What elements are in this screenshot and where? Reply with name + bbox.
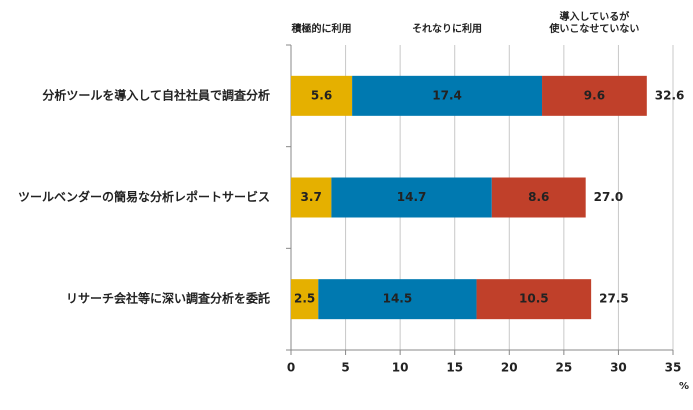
x-axis-label: % <box>679 381 689 392</box>
legend-label: それなりに利用 <box>412 24 483 35</box>
category-label: 分析ツールを導入して自社社員で調査分析 <box>42 87 270 102</box>
value-label: 14.7 <box>397 190 427 204</box>
category-label: ツールベンダーの簡易な分析レポートサービス <box>18 189 270 204</box>
value-label: 8.6 <box>528 190 549 204</box>
bar-segment <box>352 75 543 116</box>
x-tick-label: 25 <box>556 361 573 375</box>
bar-segment <box>318 279 477 320</box>
x-tick-label: 15 <box>446 361 463 375</box>
legend-label: 導入しているが 使いこなせていない <box>549 12 640 35</box>
x-tick-label: 10 <box>392 361 409 375</box>
x-tick-label: 30 <box>610 361 627 375</box>
value-label: 2.5 <box>294 292 315 306</box>
bar-segment <box>331 177 492 218</box>
value-label: 10.5 <box>519 292 549 306</box>
value-label: 5.6 <box>311 88 332 102</box>
legend-label: 積極的に利用 <box>291 24 352 35</box>
x-tick-label: 35 <box>665 361 682 375</box>
value-label: 3.7 <box>301 190 322 204</box>
value-label: 9.6 <box>584 88 605 102</box>
total-label: 27.5 <box>599 292 629 306</box>
bar-segment <box>291 279 319 320</box>
x-tick-label: 0 <box>287 361 295 375</box>
bar-segment <box>291 177 332 218</box>
x-tick-label: 5 <box>341 361 349 375</box>
total-label: 27.0 <box>594 190 624 204</box>
value-label: 14.5 <box>383 292 413 306</box>
value-label: 17.4 <box>432 88 462 102</box>
bar-segment <box>291 75 353 116</box>
category-label: リサーチ会社等に深い調査分析を委託 <box>66 291 270 306</box>
total-label: 32.6 <box>655 88 685 102</box>
bar-segment <box>491 177 586 218</box>
bar-segment <box>542 75 647 116</box>
x-tick-label: 20 <box>501 361 518 375</box>
bar-segment <box>476 279 592 320</box>
